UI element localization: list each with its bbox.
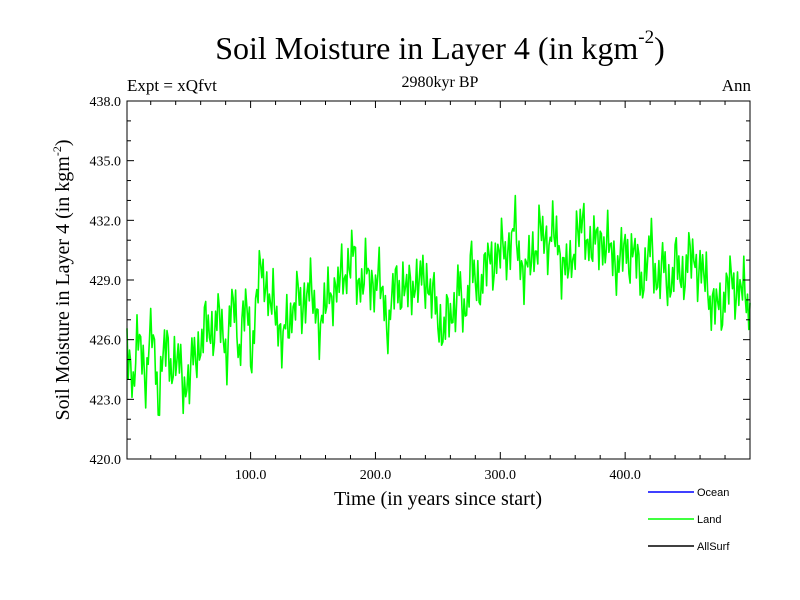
x-axis-label: Time (in years since start) xyxy=(334,488,542,510)
x-tick-label: 100.0 xyxy=(235,468,267,483)
season-label: Ann xyxy=(721,76,751,95)
y-tick-label: 423.0 xyxy=(90,393,122,408)
chart-subtitle: 2980kyr BP xyxy=(401,74,479,91)
y-tick-label: 432.0 xyxy=(90,214,122,229)
x-tick-label: 300.0 xyxy=(485,468,517,483)
chart-title: Soil Moisture in Layer 4 (in kgm-2) xyxy=(215,27,665,66)
y-tick-label: 435.0 xyxy=(90,155,122,170)
y-tick-label: 438.0 xyxy=(90,95,122,110)
y-axis-label: Soil Moisture in Layer 4 (in kgm-2) xyxy=(50,139,74,420)
experiment-label: Expt = xQfvt xyxy=(127,76,217,95)
y-tick-label: 420.0 xyxy=(90,453,122,468)
legend-label-ocean: Ocean xyxy=(697,487,729,499)
y-tick-label: 426.0 xyxy=(90,334,122,349)
x-tick-label: 400.0 xyxy=(609,468,641,483)
x-tick-label: 200.0 xyxy=(360,468,392,483)
series-line-land xyxy=(126,194,751,417)
legend-label-land: Land xyxy=(697,514,721,526)
legend-label-allsurf: AllSurf xyxy=(697,541,730,553)
y-tick-label: 429.0 xyxy=(90,274,122,289)
